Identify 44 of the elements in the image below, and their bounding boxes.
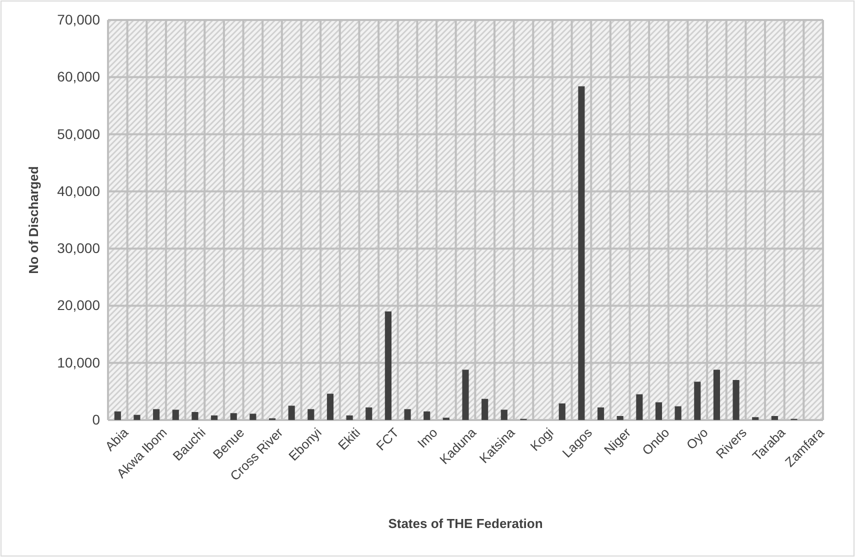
y-tick-label: 50,000 [57,126,100,142]
bar [482,398,488,420]
bar [558,403,566,420]
bar [134,414,140,420]
bar [384,311,392,420]
x-tick-label: Oyo [683,424,711,452]
bar [230,413,237,420]
x-tick-label: Imo [414,424,440,451]
bar [153,409,160,420]
bar [732,380,740,420]
bar [674,406,682,420]
bar [250,414,256,420]
bar [771,416,778,420]
bar [694,382,701,420]
bar [288,406,295,420]
bar [462,370,469,420]
bar [713,370,720,420]
y-tick-label: 0 [92,411,100,428]
bar [404,409,411,420]
y-tick-label: 10,000 [57,354,100,370]
x-tick-label: Abia [102,424,132,454]
bar [366,407,372,420]
bar [308,409,314,420]
x-axis-title: States of THE Federation [388,516,543,531]
bar [424,411,430,420]
y-tick-label: 40,000 [57,182,100,199]
y-tick-label: 30,000 [57,240,100,256]
bar [172,410,179,420]
bar [114,411,121,420]
y-axis-title: No of Discharged [26,166,41,274]
bar [346,415,353,420]
bar [578,86,585,420]
bar [192,412,198,420]
bar [326,394,334,420]
bar [500,410,508,420]
y-tick-label: 60,000 [57,68,100,85]
y-tick-label: 20,000 [57,297,100,314]
bar [597,407,604,420]
bar [636,394,643,420]
y-tick-label: 70,000 [57,11,100,28]
bar [211,415,218,420]
bar [616,416,624,420]
bar [655,402,662,420]
bar [752,417,759,420]
